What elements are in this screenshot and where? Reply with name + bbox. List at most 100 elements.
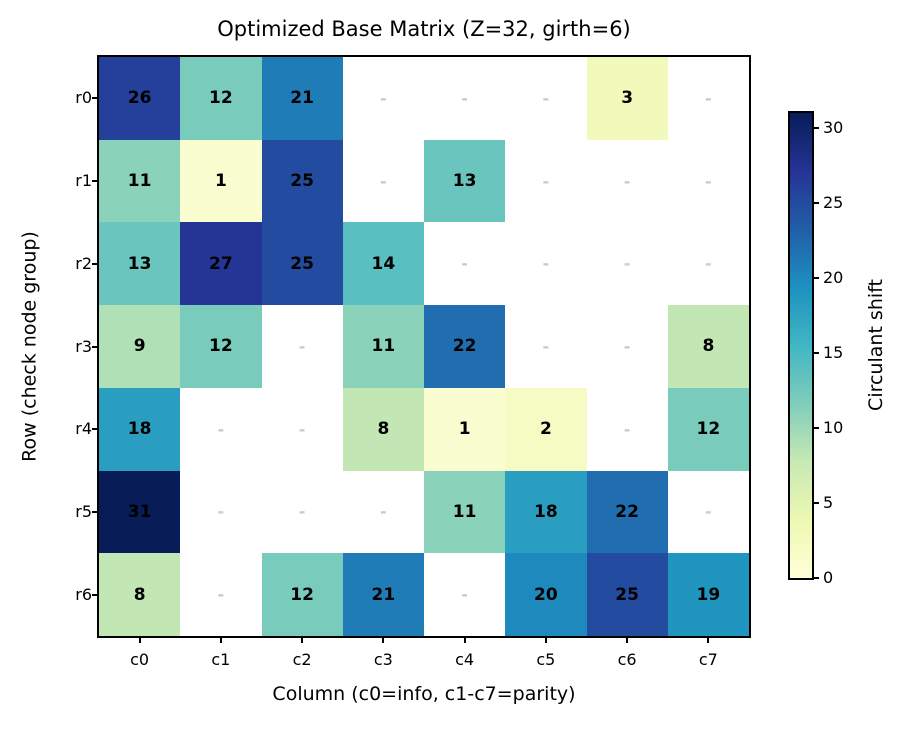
empty-cell-marker: -	[217, 585, 225, 605]
empty-cell-marker: -	[623, 336, 631, 356]
cell-value: 12	[290, 584, 314, 605]
colorbar-tick-mark	[814, 127, 819, 129]
empty-cell-marker: -	[461, 254, 468, 274]
heatmap-cell: -	[586, 387, 668, 471]
colorbar-tick-label: 5	[823, 493, 834, 512]
heatmap-cell: 25	[261, 222, 343, 306]
x-tick-label: c3	[373, 650, 393, 669]
heatmap-cell: 9	[99, 305, 181, 388]
heatmap-cell: 14	[342, 222, 424, 306]
y-tick-label: r3	[75, 336, 92, 356]
cell-value: 27	[209, 253, 233, 274]
heatmap-cell: 22	[424, 305, 506, 388]
heatmap-cell: 8	[667, 305, 749, 388]
empty-cell-marker: -	[298, 502, 306, 522]
cell-value: 31	[127, 501, 152, 522]
x-tick-label: c4	[455, 650, 475, 669]
heatmap-cell: -	[342, 470, 424, 554]
empty-cell-marker: -	[380, 502, 387, 522]
heatmap-cell: -	[586, 305, 668, 388]
cell-value: 21	[371, 584, 396, 605]
empty-cell-marker: -	[461, 585, 468, 605]
cell-value: 11	[127, 171, 152, 192]
empty-cell-marker: -	[705, 171, 712, 191]
heatmap-cell: -	[261, 387, 343, 471]
heatmap-cell: 22	[586, 470, 668, 554]
x-tick-mark	[626, 638, 629, 643]
colorbar-tick-mark	[814, 277, 819, 279]
y-tick-mark	[92, 510, 97, 513]
colorbar-tick-label: 0	[823, 568, 834, 587]
cell-value: 25	[615, 584, 639, 605]
y-tick-mark	[92, 262, 97, 265]
empty-cell-marker: -	[461, 88, 468, 108]
colorbar-tick-mark	[814, 427, 819, 429]
y-tick-label: r0	[75, 88, 92, 108]
cell-value: 8	[133, 584, 146, 605]
cell-value: 25	[290, 253, 314, 274]
heatmap-cell: -	[261, 470, 343, 554]
cell-value: 12	[696, 419, 721, 440]
empty-cell-marker: -	[217, 419, 225, 439]
empty-cell-marker: -	[623, 419, 631, 439]
heatmap-cell: -	[424, 222, 506, 306]
heatmap-cell: 27	[180, 222, 262, 306]
colorbar-tick-label: 15	[823, 343, 844, 362]
x-tick-label: c1	[211, 650, 231, 669]
heatmap-plot: 26 12 21- - -3-11 1 25-13- - -13 27 25 14- - - -9 12-11…	[97, 55, 751, 638]
heatmap-cell: -	[505, 139, 587, 223]
cell-value: 22	[452, 336, 477, 357]
heatmap-cell: -	[180, 387, 262, 471]
heatmap-cell: 31	[99, 470, 181, 554]
y-tick-label: r5	[75, 501, 92, 521]
empty-cell-marker: -	[705, 88, 712, 108]
x-tick-label: c7	[698, 650, 718, 669]
heatmap-cell: 12	[667, 387, 749, 471]
empty-cell-marker: -	[217, 502, 225, 522]
empty-cell-marker: -	[298, 419, 306, 439]
heatmap-cell: -	[505, 57, 587, 140]
heatmap-cell: 13	[99, 222, 181, 306]
y-tick-label: r1	[75, 171, 92, 191]
colorbar-tick-label: 20	[823, 268, 844, 287]
cell-value: 22	[615, 501, 639, 522]
cell-value: 11	[371, 336, 396, 357]
x-axis-label: Column (c0=info, c1-c7=parity)	[272, 683, 576, 705]
colorbar-label: Circulant shift	[865, 279, 887, 411]
empty-cell-marker: -	[298, 336, 306, 356]
x-tick-label: c0	[130, 650, 150, 669]
x-tick-label: c2	[292, 650, 312, 669]
cell-value: 13	[452, 171, 477, 192]
heatmap-cell: -	[586, 222, 668, 306]
heatmap-cell: 3	[586, 57, 668, 140]
heatmap-cell: 12	[261, 553, 343, 636]
empty-cell-marker: -	[542, 336, 550, 356]
heatmap-cell: 2	[505, 387, 587, 471]
x-tick-mark	[382, 638, 385, 643]
heatmap-cell: -	[505, 305, 587, 388]
heatmap-cell: -	[586, 139, 668, 223]
cell-value: 9	[133, 336, 146, 357]
heatmap-cell: -	[505, 222, 587, 306]
cell-value: 18	[127, 419, 152, 440]
colorbar-tick-mark	[814, 202, 819, 204]
empty-cell-marker: -	[542, 254, 550, 274]
heatmap-cell: -	[424, 553, 506, 636]
heatmap-cell: 11	[424, 470, 506, 554]
heatmap-cell: 26	[99, 57, 181, 140]
cell-value: 13	[127, 253, 152, 274]
heatmap-cell: 8	[99, 553, 181, 636]
colorbar-tick-mark	[814, 502, 819, 504]
cell-value: 11	[452, 501, 477, 522]
empty-cell-marker: -	[380, 88, 387, 108]
y-tick-label: r4	[75, 419, 92, 439]
heatmap-cell: -	[342, 139, 424, 223]
cell-value: 3	[621, 88, 634, 109]
heatmap-cell: 25	[261, 139, 343, 223]
chart-title: Optimized Base Matrix (Z=32, girth=6)	[217, 17, 631, 41]
empty-cell-marker: -	[705, 502, 712, 522]
empty-cell-marker: -	[623, 171, 631, 191]
heatmap-cell: -	[667, 57, 749, 140]
heatmap-cell: 1	[424, 387, 506, 471]
heatmap-cell: -	[424, 57, 506, 140]
